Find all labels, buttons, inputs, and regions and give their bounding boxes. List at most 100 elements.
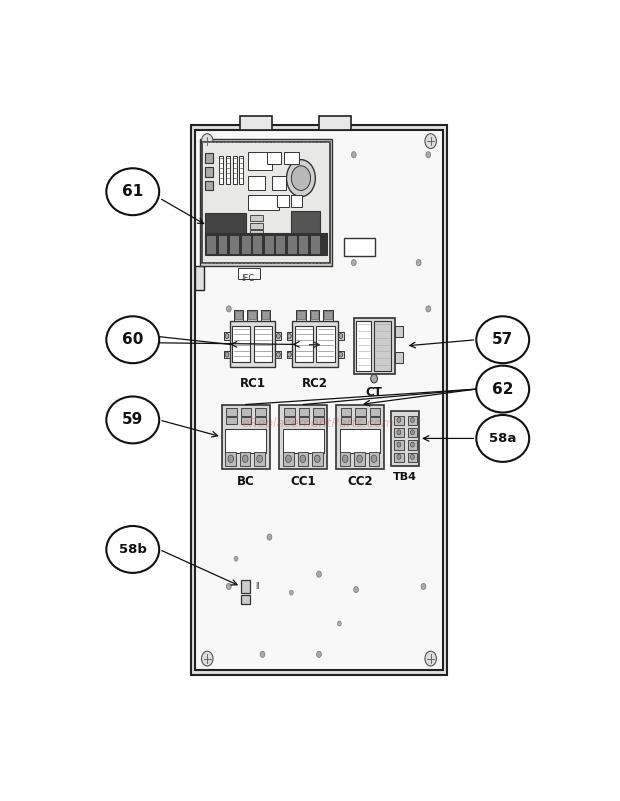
Bar: [286, 332, 292, 340]
Bar: [291, 211, 320, 242]
Ellipse shape: [476, 415, 529, 462]
Bar: [230, 321, 275, 368]
Circle shape: [425, 134, 436, 148]
Bar: [248, 195, 279, 210]
Circle shape: [288, 333, 291, 339]
Bar: [394, 441, 404, 449]
Bar: [407, 453, 417, 462]
Bar: [207, 235, 215, 253]
Bar: [316, 326, 335, 362]
Bar: [341, 409, 352, 416]
Circle shape: [234, 556, 238, 562]
Circle shape: [317, 571, 321, 578]
Circle shape: [257, 455, 262, 462]
Bar: [407, 441, 417, 449]
Bar: [407, 428, 417, 437]
Bar: [265, 235, 273, 253]
Ellipse shape: [107, 526, 159, 573]
Bar: [226, 452, 236, 465]
Bar: [195, 266, 204, 291]
Text: TB4: TB4: [393, 473, 417, 482]
Circle shape: [416, 260, 421, 266]
Bar: [202, 143, 330, 263]
Circle shape: [352, 260, 356, 266]
Bar: [226, 156, 230, 183]
Circle shape: [425, 651, 436, 666]
Bar: [239, 156, 243, 183]
Text: CC2: CC2: [347, 476, 373, 489]
Bar: [232, 156, 237, 183]
Ellipse shape: [107, 168, 159, 215]
Bar: [241, 409, 252, 416]
Circle shape: [397, 454, 401, 460]
Bar: [341, 417, 352, 425]
Bar: [394, 428, 404, 437]
Bar: [277, 195, 289, 207]
Bar: [241, 417, 252, 425]
Circle shape: [225, 333, 229, 339]
Bar: [205, 154, 213, 163]
Text: IFC: IFC: [241, 274, 255, 283]
Circle shape: [410, 454, 414, 460]
Bar: [298, 417, 309, 425]
Bar: [324, 312, 332, 319]
Bar: [340, 452, 350, 465]
Bar: [219, 156, 223, 183]
Bar: [241, 595, 250, 604]
Bar: [370, 409, 380, 416]
Circle shape: [290, 590, 293, 595]
Text: 61: 61: [122, 184, 143, 199]
Bar: [239, 268, 260, 279]
Bar: [254, 452, 265, 465]
Circle shape: [342, 455, 348, 462]
Circle shape: [371, 455, 377, 462]
Bar: [291, 195, 302, 207]
Text: CC1: CC1: [291, 476, 316, 489]
Bar: [279, 405, 327, 469]
Bar: [248, 151, 272, 170]
Circle shape: [228, 455, 234, 462]
Text: RC1: RC1: [240, 377, 265, 390]
Bar: [313, 417, 324, 425]
Circle shape: [421, 583, 426, 590]
Circle shape: [291, 166, 311, 191]
Bar: [254, 326, 272, 362]
Bar: [219, 235, 226, 253]
Circle shape: [260, 651, 265, 658]
Bar: [277, 235, 284, 253]
Text: 62: 62: [492, 381, 513, 396]
Text: BC: BC: [237, 476, 255, 489]
Text: II: II: [255, 582, 260, 591]
Text: RC2: RC2: [302, 377, 328, 390]
Bar: [224, 332, 230, 340]
Circle shape: [286, 455, 291, 462]
Bar: [288, 235, 296, 253]
Circle shape: [226, 260, 231, 266]
Bar: [309, 310, 319, 321]
Circle shape: [410, 442, 414, 447]
Bar: [299, 235, 307, 253]
Circle shape: [353, 586, 358, 593]
Bar: [195, 130, 443, 670]
Bar: [356, 321, 371, 371]
Circle shape: [242, 455, 248, 462]
Bar: [284, 417, 294, 425]
Bar: [343, 238, 375, 256]
Bar: [242, 235, 249, 253]
Circle shape: [226, 151, 231, 158]
Circle shape: [277, 352, 280, 357]
Circle shape: [397, 430, 401, 435]
Ellipse shape: [107, 396, 159, 444]
Bar: [283, 429, 324, 453]
Bar: [230, 235, 238, 253]
Circle shape: [410, 417, 414, 422]
Circle shape: [202, 651, 213, 666]
Circle shape: [371, 374, 378, 383]
Bar: [247, 310, 257, 321]
Ellipse shape: [476, 316, 529, 363]
Bar: [275, 332, 281, 340]
Bar: [232, 326, 250, 362]
Bar: [336, 405, 384, 469]
Text: 60: 60: [122, 332, 143, 348]
Bar: [241, 580, 250, 593]
